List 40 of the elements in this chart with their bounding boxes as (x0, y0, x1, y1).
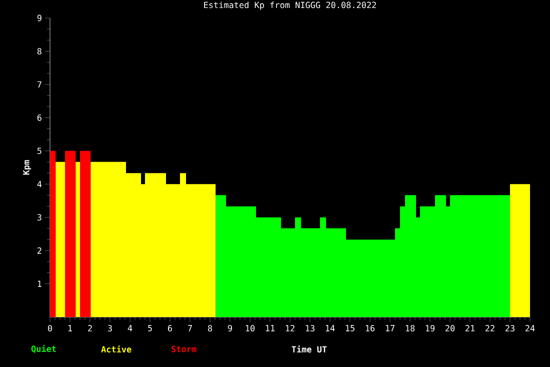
y-tick-label: 4 (37, 181, 42, 188)
x-tick-label: 15 (346, 325, 354, 332)
x-tick-label: 4 (128, 325, 132, 332)
y-axis-title: Kpm (23, 160, 32, 175)
x-tick-label: 19 (426, 325, 435, 332)
y-tick-label: 6 (37, 114, 42, 121)
x-tick-label: 13 (306, 325, 314, 332)
x-axis-title: Time UT (292, 345, 327, 353)
y-tick-label: 1 (38, 280, 42, 287)
y-tick-label: 3 (37, 214, 42, 221)
x-tick-label: 14 (326, 325, 335, 332)
x-tick-label: 5 (148, 325, 152, 332)
y-tick-label: 8 (37, 48, 42, 54)
x-tick-label: 11 (266, 325, 275, 332)
y-tick-label: 7 (37, 81, 42, 88)
x-tick-label: 23 (506, 325, 514, 332)
x-tick-label: 3 (108, 325, 112, 332)
x-tick-label: 12 (286, 325, 294, 332)
x-tick-label: 22 (486, 325, 494, 332)
x-tick-label: 18 (406, 325, 415, 332)
x-tick-label: 6 (168, 325, 172, 332)
x-tick-label: 8 (208, 325, 212, 332)
y-tick-label: 2 (38, 247, 42, 254)
y-tick-label: 9 (37, 14, 42, 22)
x-tick-label: 0 (48, 325, 52, 332)
x-tick-label: 2 (88, 325, 92, 332)
x-tick-label: 7 (188, 325, 192, 332)
text: Quiet (31, 344, 56, 354)
x-tick-label: 1 (68, 325, 72, 332)
x-tick-label: 21 (466, 325, 475, 332)
x-tick-label: 20 (446, 325, 455, 332)
text: Active (101, 345, 132, 353)
x-tick-label: 24 (526, 325, 535, 332)
x-tick-label: 17 (386, 325, 394, 332)
x-tick-label: 16 (366, 325, 375, 332)
chart-title: Estimated Kp from NIGGG 20.08.2022 (204, 2, 376, 10)
y-tick-label: 5 (37, 148, 42, 154)
x-tick-label: 10 (246, 325, 255, 332)
x-tick-label: 9 (228, 325, 232, 332)
text: Storm (172, 346, 196, 352)
